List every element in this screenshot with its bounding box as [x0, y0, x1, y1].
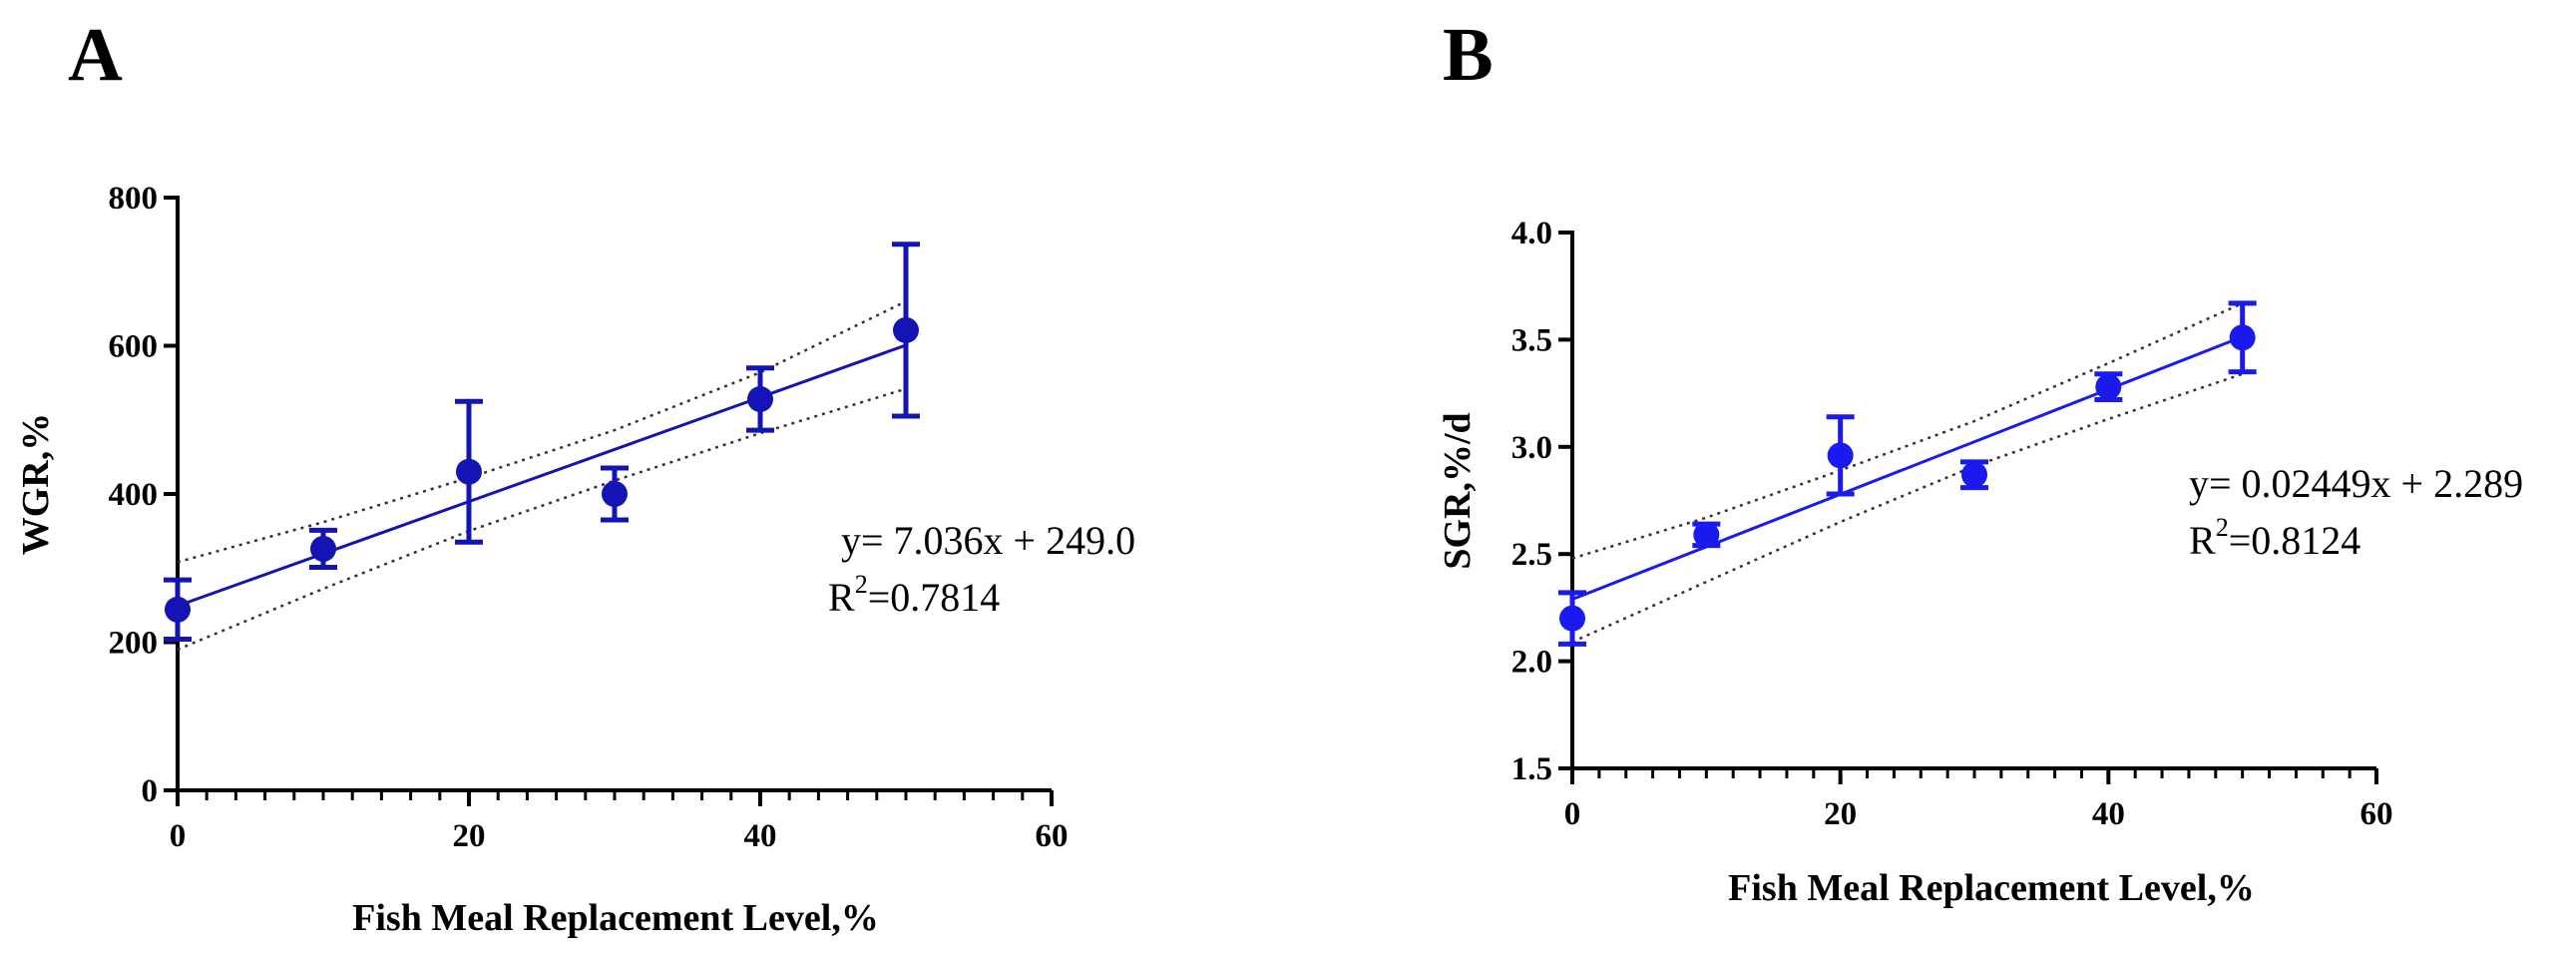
- panel-b: B SGR,%/d Fish Meal Replacement Level,% …: [1437, 13, 2523, 909]
- panel-a-data-point: [456, 458, 482, 485]
- panel-a-data-point: [893, 316, 919, 343]
- panel-b-y-tick-label: 2.0: [1511, 645, 1552, 681]
- panel-b-ci-upper: [1571, 301, 2244, 560]
- panel-b-data-point: [2229, 324, 2256, 351]
- panel-a-equation: y= 7.036x + 249.0: [841, 518, 1135, 563]
- panel-b-y-tick-label: 3.5: [1511, 322, 1552, 358]
- panel-a-data-point: [747, 385, 773, 412]
- panel-a-data-point: [165, 596, 191, 623]
- panel-a-x-tick-label: 60: [1036, 818, 1069, 854]
- panel-a-y-tick-label: 800: [109, 181, 159, 217]
- panel-b-ylabel: SGR,%/d: [1437, 412, 1479, 569]
- panel-a-x-tick-label: 20: [453, 818, 486, 854]
- panel-b-data-point: [1693, 521, 1720, 548]
- panel-a: A WGR,% Fish Meal Replacement Level,% y=…: [15, 13, 1135, 939]
- panel-b-x-tick-label: 0: [1564, 796, 1581, 832]
- panel-b-letter: B: [1443, 13, 1494, 97]
- panel-a-data-point: [602, 481, 628, 507]
- panel-b-ci-lower: [1571, 372, 2244, 644]
- panel-a-y-tick-label: 0: [142, 773, 159, 809]
- panel-b-x-tick-label: 20: [1824, 796, 1857, 832]
- panel-a-x-tick-label: 40: [744, 818, 777, 854]
- panel-b-r2: R2=0.8124: [2189, 513, 2361, 563]
- panel-a-ylabel: WGR,%: [15, 413, 57, 556]
- panel-a-r2: R2=0.7814: [828, 570, 1000, 620]
- panel-b-x-tick-label: 60: [2361, 796, 2393, 832]
- panel-b-equation: y= 0.02449x + 2.289: [2189, 461, 2523, 506]
- panel-a-y-tick-label: 600: [109, 329, 159, 365]
- panel-b-y-tick-label: 3.0: [1511, 430, 1552, 466]
- panel-b-x-tick-label: 40: [2092, 796, 2125, 832]
- panel-a-y-tick-label: 200: [109, 626, 159, 662]
- panel-a-xlabel: Fish Meal Replacement Level,%: [352, 897, 879, 939]
- panel-b-y-tick-label: 1.5: [1511, 751, 1552, 787]
- panel-a-y-tick-label: 400: [109, 477, 159, 513]
- panel-a-x-tick-label: 0: [170, 818, 187, 854]
- panel-b-y-tick-label: 2.5: [1511, 537, 1552, 573]
- panel-b-xlabel: Fish Meal Replacement Level,%: [1728, 867, 2255, 909]
- panel-a-ci-lower: [177, 387, 907, 652]
- panel-b-fit-line: [1571, 335, 2244, 601]
- panel-b-data-point: [1559, 605, 1585, 632]
- panel-b-data-point: [1827, 442, 1854, 469]
- panel-b-data-point: [1961, 461, 1987, 488]
- panel-a-data-point: [310, 535, 336, 562]
- panel-a-letter: A: [68, 13, 123, 97]
- panel-b-data-point: [2095, 373, 2122, 400]
- panel-a-ci-upper: [177, 299, 907, 564]
- panel-b-y-tick-label: 4.0: [1511, 216, 1552, 251]
- panel-a-fit-line: [177, 343, 907, 608]
